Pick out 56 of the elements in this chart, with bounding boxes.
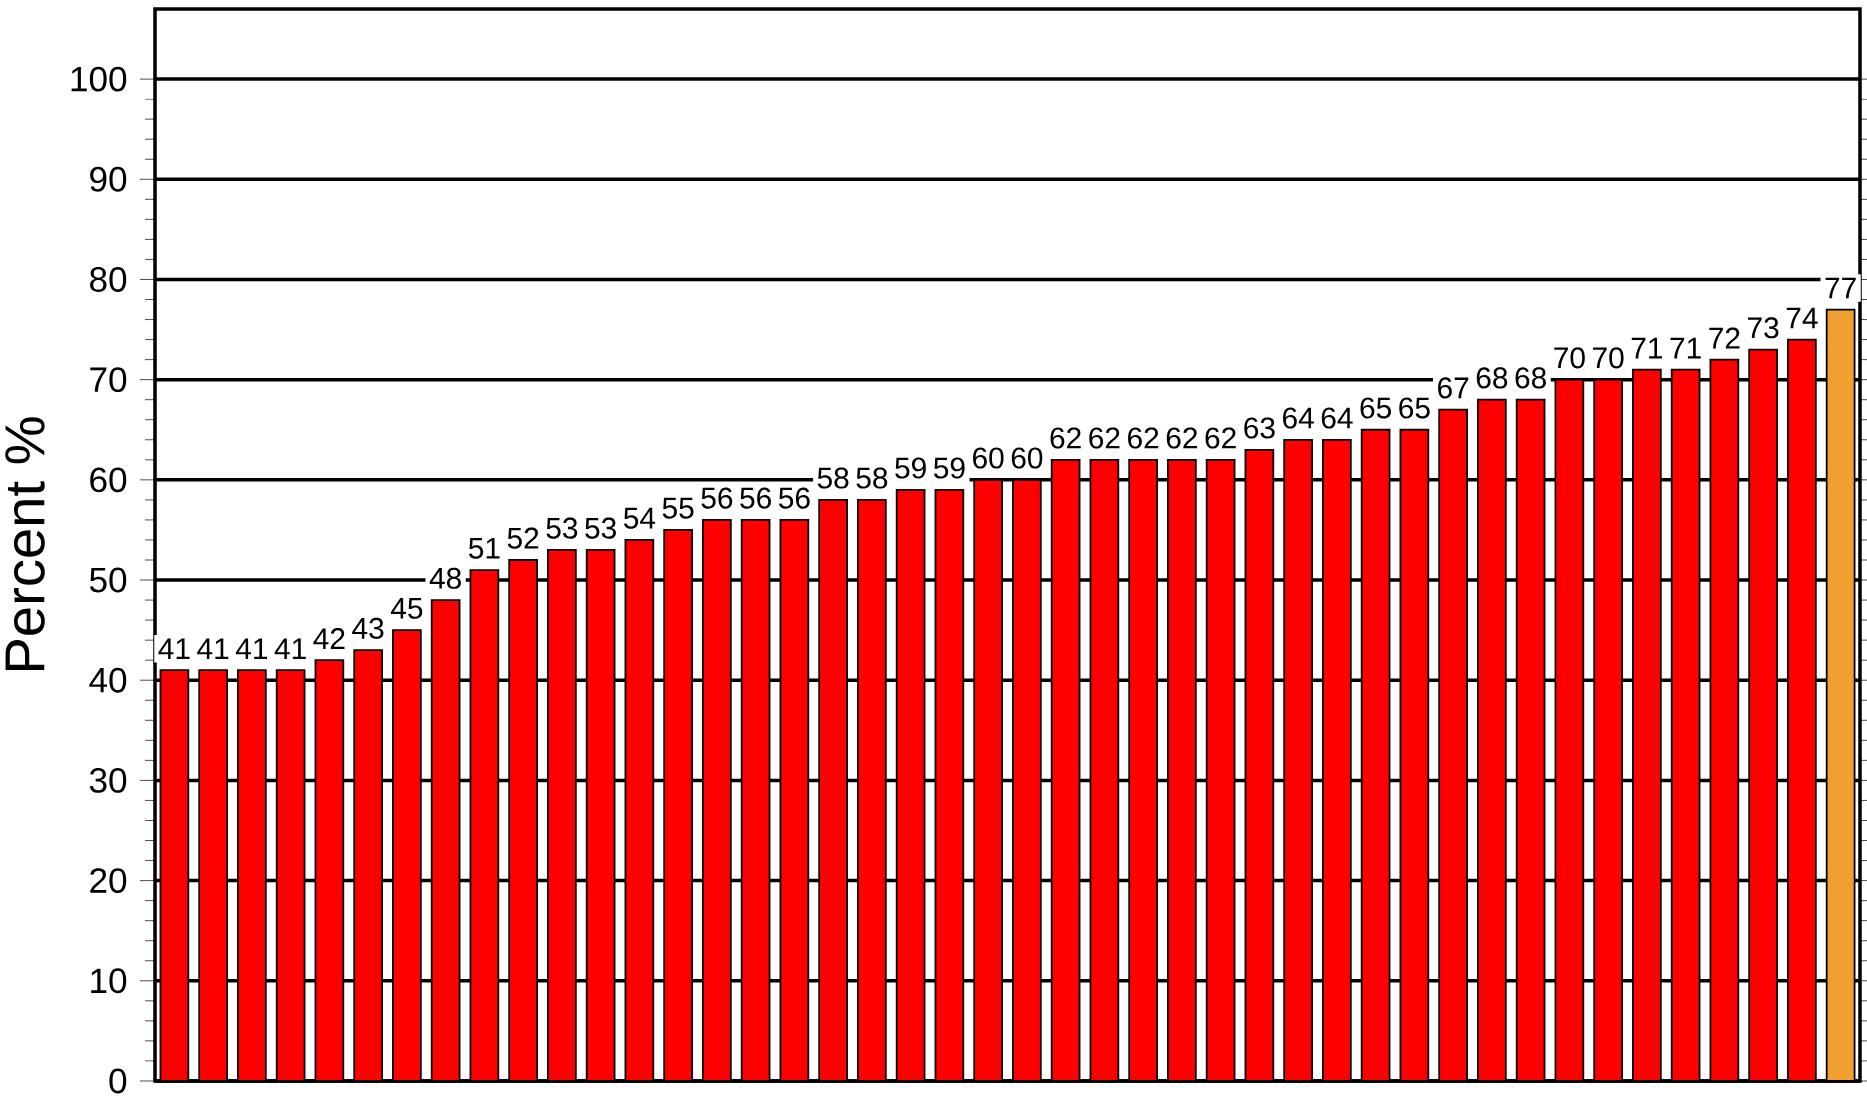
data-label: 43	[352, 617, 384, 639]
data-label: 70	[1593, 347, 1624, 369]
data-label: 53	[546, 517, 578, 539]
data-label: 59	[895, 457, 926, 479]
data-label: 68	[1476, 367, 1508, 389]
data-label: 71	[1631, 337, 1663, 359]
data-label: 52	[507, 527, 539, 549]
data-label: 56	[740, 487, 771, 509]
data-label: 41	[274, 638, 306, 659]
data-label: 73	[1748, 317, 1779, 339]
data-label: 48	[429, 567, 461, 589]
data-label: 42	[313, 628, 345, 649]
data-label: 58	[817, 467, 849, 489]
data-label: 62	[1166, 427, 1197, 449]
y-tick-label: 70	[90, 367, 127, 393]
data-label: 62	[1128, 427, 1159, 449]
y-tick-label: 20	[90, 868, 127, 894]
data-label: 70	[1554, 347, 1585, 369]
data-label: 68	[1515, 367, 1546, 389]
y-tick-label: 40	[89, 667, 127, 693]
data-label: 41	[158, 638, 190, 659]
data-label: 67	[1438, 377, 1469, 399]
data-label: 56	[701, 487, 733, 509]
data-label: 58	[856, 467, 888, 489]
data-label: 72	[1709, 327, 1740, 349]
data-label: 62	[1205, 427, 1236, 449]
data-label: 60	[1011, 447, 1043, 469]
y-tick-label: 50	[89, 567, 127, 593]
y-tick-label: 10	[91, 968, 127, 994]
data-label: 53	[585, 517, 616, 539]
data-label: 65	[1360, 397, 1391, 419]
data-label: 41	[197, 638, 229, 659]
data-label: 77	[1825, 277, 1856, 299]
y-tick-label: 100	[71, 66, 127, 92]
y-tick-label: 90	[90, 166, 127, 192]
data-label: 62	[1089, 427, 1120, 449]
data-label: 55	[662, 497, 694, 519]
data-label: 64	[1283, 407, 1314, 429]
data-label: 45	[390, 598, 423, 619]
data-label: 59	[933, 457, 965, 479]
data-label: 64	[1321, 407, 1353, 429]
data-label: 51	[468, 537, 500, 559]
data-label: 65	[1399, 397, 1430, 419]
data-label: 56	[778, 487, 810, 509]
y-tick-label: 0	[109, 1068, 127, 1094]
data-label: 71	[1670, 337, 1701, 359]
data-label: 54	[623, 507, 656, 529]
y-tick-label: 30	[89, 767, 127, 793]
y-tick-label: 80	[90, 267, 127, 292]
data-label: 74	[1786, 307, 1818, 329]
data-label: 41	[235, 638, 268, 659]
data-label: 62	[1050, 427, 1081, 449]
data-label: 60	[973, 447, 1004, 469]
y-axis-title: Percent %	[5, 417, 45, 671]
data-label: 63	[1244, 417, 1275, 439]
y-tick-label: 60	[90, 467, 127, 493]
